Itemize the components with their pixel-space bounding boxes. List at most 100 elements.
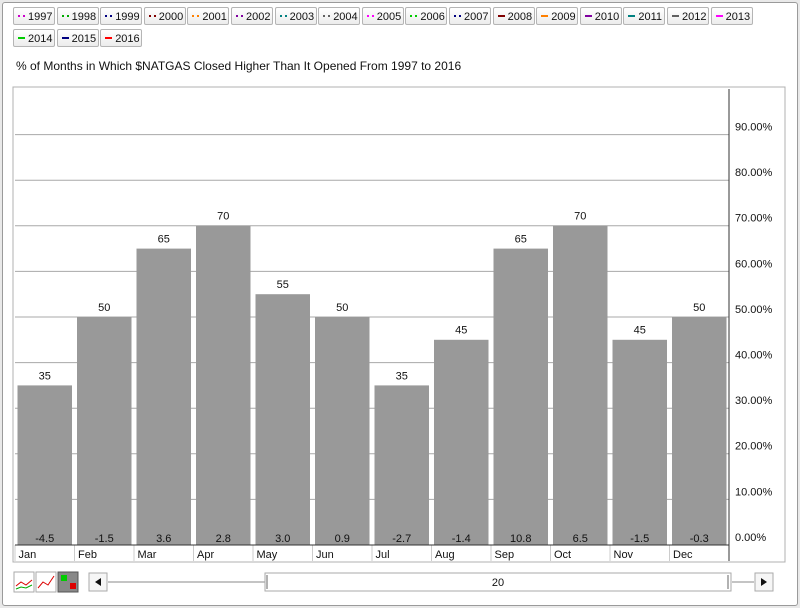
legend-button[interactable]: 1998 [56,7,99,25]
bar [672,317,727,545]
legend-button[interactable]: 2014 [13,29,55,47]
x-tick-label: Oct [554,549,571,561]
legend-key [366,14,374,17]
legend-label: 2010 [594,11,620,23]
x-tick-label: Feb [78,549,97,561]
legend-button[interactable]: 2003 [274,7,317,25]
navigator: 20 [13,571,774,593]
legend-key [584,14,592,17]
legend-button[interactable]: 2009 [536,7,579,25]
legend-key [279,14,287,17]
arrow [761,578,767,586]
value-label: 35 [39,370,51,382]
legend-label: 2014 [28,33,53,45]
y-tick-label: 40.00% [735,350,773,362]
x-tick-label: Mar [138,549,157,561]
legend-key [715,14,723,17]
legend-button[interactable]: 2000 [143,7,186,25]
legend-label: 2000 [158,11,184,23]
legend-button[interactable]: 2005 [361,7,404,25]
legend-key [148,14,156,17]
legend-label: 2002 [246,11,271,23]
bar-bottom-label: 6.5 [573,533,588,545]
legend-label: 2016 [115,33,140,45]
y-tick-label: 60.00% [735,258,773,270]
y-tick-label: 80.00% [735,167,773,179]
bar-bottom-label: 3.6 [156,533,171,545]
bar [17,385,72,545]
legend-button[interactable]: 1999 [100,7,143,25]
legend-button[interactable]: 2013 [710,7,753,25]
bar [493,248,548,545]
bar-bottom-label: -0.3 [690,533,709,545]
arrow [95,578,101,586]
value-label: 45 [455,325,467,337]
value-label: 50 [693,302,705,314]
legend-label: 2007 [464,11,489,23]
x-tick-label: Jul [376,549,390,561]
legend-button[interactable]: 2004 [318,7,361,25]
bar [196,225,251,546]
legend-button[interactable]: 2008 [492,7,535,25]
bar [374,385,429,545]
bar-bottom-label: 0.9 [335,533,350,545]
legend-button[interactable]: 2002 [231,7,273,25]
bar [612,339,667,545]
legend-label: 2013 [725,11,751,23]
legend-key [323,14,331,17]
icon-square [70,583,76,589]
icon-line [15,579,33,587]
bar [255,294,310,545]
value-label: 65 [158,234,170,246]
bar-bottom-label: -1.5 [95,533,114,545]
bar [434,339,489,545]
legend-button[interactable]: 2006 [405,7,448,25]
legend-key [628,14,636,17]
legend-key [236,14,243,17]
area-chart-icon[interactable] [35,571,57,593]
legend-button[interactable]: 2010 [579,7,622,25]
icon-square [61,575,67,581]
y-tick-label: 0.00% [735,532,766,544]
x-tick-label: May [257,549,278,561]
x-tick-label: Jun [316,549,334,561]
y-tick-label: 10.00% [735,486,773,498]
legend-button[interactable]: 2011 [623,7,666,25]
x-tick-label: Aug [435,549,455,561]
bar [77,317,132,545]
icon-line [15,584,33,590]
value-label: 70 [574,211,586,223]
legend-label: 2008 [507,11,533,23]
y-tick-label: 70.00% [735,213,773,225]
value-label: 65 [515,234,527,246]
bar-bottom-label: -1.4 [452,533,471,545]
legend-button[interactable]: 2001 [187,7,230,25]
x-tick-label: Dec [673,549,693,561]
legend-button[interactable]: 2007 [449,7,491,25]
legend-key [61,14,69,17]
bar [553,225,608,546]
legend-label: 1998 [71,11,97,23]
bar-bottom-label: 2.8 [216,533,231,545]
scroll-thumb[interactable] [264,572,732,592]
bar-bottom-label: 3.0 [275,533,290,545]
legend-label: 2015 [71,33,97,45]
y-tick-label: 90.00% [735,122,773,134]
plot-border [12,86,786,563]
legend-key [497,14,505,17]
legend-button[interactable]: 2015 [56,29,99,47]
legend-button[interactable]: 1997 [13,7,55,25]
chart: 0.00% 10.00% 20.00% 30.00% 40.00% 50.00% 60.00… [12,86,786,563]
y-tick-label: 20.00% [735,441,773,453]
bar-bottom-label: -1.5 [630,533,649,545]
x-tick-label: Nov [614,549,634,561]
value-label: 70 [217,211,229,223]
value-label: 50 [336,302,348,314]
legend-button[interactable]: 2012 [667,7,709,25]
bar-bottom-label: -2.7 [392,533,411,545]
y-tick-label: 50.00% [735,304,773,316]
legend-button[interactable]: 2016 [100,29,143,47]
legend-key [18,14,25,17]
bar-bottom-label: -4.5 [35,533,54,545]
